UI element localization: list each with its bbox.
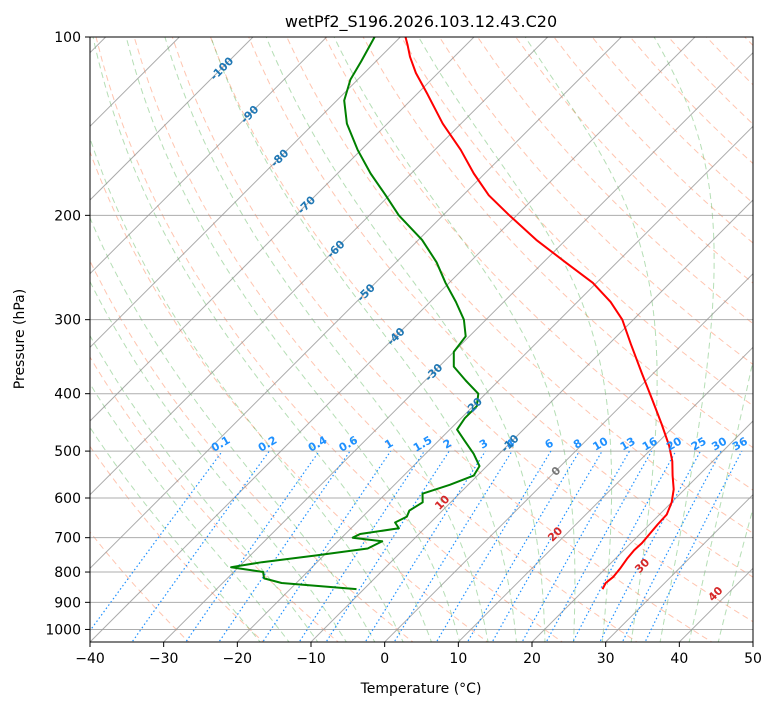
y-tick-label: 700 <box>54 531 81 547</box>
isotherm-label: -30 <box>422 361 445 384</box>
isotherm-line <box>236 125 753 642</box>
y-tick-label: 100 <box>54 30 81 46</box>
isotherm-line <box>605 493 753 642</box>
mixing-ratio-line <box>572 450 677 642</box>
y-tick-label: 400 <box>54 387 81 403</box>
moist-adiabat-label: 10 <box>432 492 452 512</box>
isotherm-line <box>90 37 696 642</box>
isotherm-line <box>90 37 401 349</box>
isotherm-line <box>752 641 753 642</box>
moist-adiabat-label: 40 <box>706 584 726 604</box>
mixing-ratio-line <box>131 450 270 642</box>
dry-adiabat-line <box>210 37 753 623</box>
dry-adiabat-line <box>553 37 753 244</box>
chart-title: wetPf2_S196.2026.103.12.43.C20 <box>285 12 557 32</box>
isotherm-line <box>90 37 549 496</box>
mixing-ratio-line <box>599 450 702 642</box>
x-tick-label: −30 <box>149 651 179 667</box>
isotherm-line <box>90 37 328 275</box>
x-tick-label: 0 <box>380 651 389 667</box>
mixing-ratio-line <box>90 450 223 632</box>
dry-adiabat-line <box>438 37 753 366</box>
series-layer <box>230 37 675 591</box>
moist-adiabat-line <box>524 37 658 642</box>
y-tick-label: 300 <box>54 313 81 329</box>
dry-adiabat-line <box>744 37 753 47</box>
mixing-ratio-line <box>364 450 486 642</box>
x-tick-label: 10 <box>449 651 467 667</box>
dry-adiabat-line <box>90 445 265 642</box>
x-tick-label: −20 <box>223 651 253 667</box>
isotherm-line <box>384 272 753 642</box>
mixing-ratio-line <box>325 450 450 642</box>
dewpoint-line <box>230 37 481 591</box>
moist-adiabat-line <box>717 506 753 642</box>
moist-adiabat-line <box>90 136 404 642</box>
x-tick-label: 40 <box>670 651 688 667</box>
mixing-ratio-line <box>298 450 425 642</box>
isotherm-label: -90 <box>238 103 261 126</box>
y-tick-label: 500 <box>54 444 81 460</box>
background-lines <box>90 37 753 642</box>
mixing-ratio-line <box>393 450 513 642</box>
x-tick-label: −10 <box>296 651 326 667</box>
x-axis-label: Temperature (°C) <box>360 681 482 697</box>
isotherm-line <box>90 37 475 422</box>
mixing-ratio-line <box>466 450 580 642</box>
y-tick-label: 800 <box>54 565 81 581</box>
y-tick-label: 600 <box>54 491 81 507</box>
axes: −40 −30 −20 −10 0 10 20 30 40 50 100 200 300 400 500 60… <box>45 30 762 667</box>
moist-adiabat-line <box>90 334 319 642</box>
x-tick-label: 30 <box>597 651 615 667</box>
isotherm-line <box>90 37 622 570</box>
isotherm-line <box>310 199 753 642</box>
isotherm-line <box>531 420 753 642</box>
isotherm-label: -100 <box>208 54 237 83</box>
dry-adiabat-line <box>400 37 753 407</box>
mixing-ratio-line <box>218 450 351 642</box>
dry-adiabat-line <box>515 37 753 284</box>
x-tick-label: 20 <box>523 651 541 667</box>
x-tick-label: 50 <box>744 651 762 667</box>
moist-adiabat-line <box>90 216 376 642</box>
moist-adiabat-line <box>90 426 261 642</box>
mixing-ratio-label: 6 <box>543 436 556 451</box>
dry-adiabat-line <box>286 37 753 534</box>
y-axis-label: Pressure (hPa) <box>12 289 28 389</box>
dry-adiabat-line <box>248 37 753 578</box>
dry-adiabat-line <box>90 259 414 642</box>
mixing-ratio-label: 2 <box>441 437 454 452</box>
moist-adiabat-line <box>653 37 715 642</box>
dry-adiabat-line <box>591 37 753 204</box>
moist-adiabat-line <box>418 37 613 642</box>
plot-frame <box>89 36 754 643</box>
isotherm-line <box>678 567 753 642</box>
isotherm-line <box>457 346 753 642</box>
mixing-ratio-line <box>644 450 743 642</box>
isotherm-line <box>90 37 254 201</box>
mixing-ratio-label: 3 <box>477 437 490 452</box>
dry-adiabat-line <box>90 531 190 642</box>
moist-adiabat-line <box>92 37 432 642</box>
dry-adiabat-line <box>477 37 753 325</box>
dry-adiabat-line <box>171 37 713 642</box>
y-tick-label: 900 <box>54 595 81 611</box>
isotherm-line <box>163 51 753 642</box>
temperature-line <box>404 37 675 590</box>
x-tick-label: −40 <box>75 651 105 667</box>
dry-adiabat-line <box>90 150 489 642</box>
y-tick-label: 1000 <box>45 622 81 638</box>
moist-adiabat-label: 20 <box>545 524 565 544</box>
dry-adiabat-line <box>362 37 753 449</box>
mixing-ratio-line <box>262 450 392 642</box>
dry-adiabat-line <box>324 37 753 491</box>
mixing-ratio-line <box>621 450 722 642</box>
moist-adiabat-line <box>688 358 753 642</box>
y-tick-label: 200 <box>54 208 81 224</box>
